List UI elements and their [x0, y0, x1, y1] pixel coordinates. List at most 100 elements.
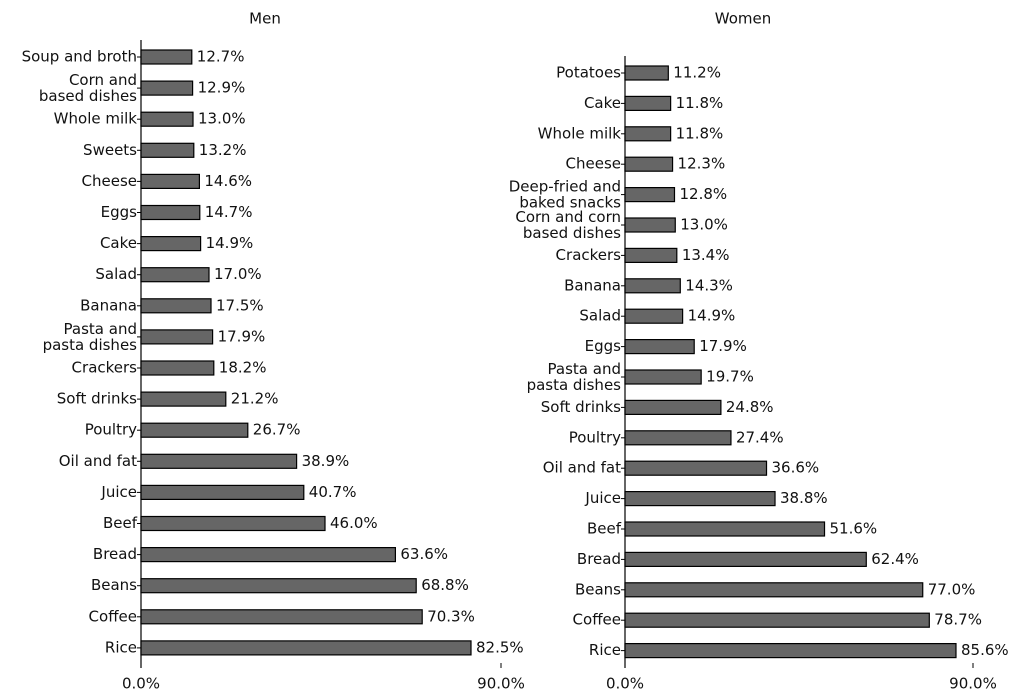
value-label: 11.8% [676, 124, 724, 142]
bar [140, 49, 193, 65]
value-label: 17.9% [218, 327, 266, 345]
bar [140, 453, 298, 469]
bar [624, 430, 732, 446]
value-label: 17.9% [699, 337, 747, 355]
bar [624, 521, 826, 537]
value-label: 70.3% [427, 607, 475, 625]
bar [624, 369, 702, 385]
bar [140, 391, 227, 407]
category-label: Eggs [101, 203, 138, 221]
category-label: Crackers [72, 359, 138, 377]
category-label: Poultry [85, 421, 137, 439]
value-label: 14.9% [206, 234, 254, 252]
value-label: 13.0% [680, 216, 728, 234]
category-label: Whole milk [54, 110, 138, 128]
bar [140, 173, 201, 189]
category-label: Juice [100, 483, 137, 501]
category-label: Potatoes [556, 64, 621, 82]
bar [624, 582, 924, 598]
category-label: Juice [584, 489, 621, 507]
x-tick-label: 0.0% [606, 675, 644, 693]
category-label: Corn and corn based dishes [515, 208, 621, 242]
category-label: Pasta and pasta dishes [43, 319, 138, 353]
category-label: Banana [564, 276, 621, 294]
value-label: 14.7% [205, 203, 253, 221]
bar [140, 111, 194, 127]
value-label: 51.6% [830, 520, 878, 538]
bar [140, 609, 423, 625]
bar [624, 399, 722, 415]
value-label: 14.9% [688, 307, 736, 325]
category-label: Beans [575, 580, 621, 598]
value-label: 13.0% [198, 110, 246, 128]
bar [140, 640, 472, 656]
value-label: 82.5% [476, 638, 524, 656]
value-label: 18.2% [219, 359, 267, 377]
bar [624, 308, 684, 324]
bar [624, 339, 695, 355]
value-label: 24.8% [726, 398, 774, 416]
value-label: 13.2% [199, 141, 247, 159]
bar [140, 546, 396, 563]
x-tick-label: 0.0% [122, 675, 160, 693]
value-label: 38.9% [302, 452, 350, 470]
category-label: Coffee [573, 611, 621, 629]
category-label: Beef [587, 520, 622, 538]
category-label: Crackers [556, 246, 622, 264]
value-label: 14.6% [204, 172, 252, 190]
category-label: Bread [577, 550, 621, 568]
x-tick-label: 90.0% [949, 675, 997, 693]
category-label: Soup and broth [22, 48, 137, 66]
value-label: 68.8% [421, 576, 469, 594]
value-label: 77.0% [928, 580, 976, 598]
chart-title: Women [715, 10, 771, 28]
category-label: Salad [95, 265, 137, 283]
category-label: Corn and based dishes [39, 71, 137, 105]
value-label: 27.4% [736, 428, 784, 446]
category-label: Cheese [566, 155, 621, 173]
category-label: Oil and fat [543, 459, 621, 477]
value-label: 19.7% [706, 368, 754, 386]
value-label: 38.8% [780, 489, 828, 507]
category-label: Coffee [89, 607, 137, 625]
bar [624, 126, 672, 142]
value-label: 62.4% [871, 550, 919, 568]
category-label: Soft drinks [541, 398, 621, 416]
value-label: 40.7% [309, 483, 357, 501]
category-label: Eggs [585, 337, 622, 355]
bar [140, 236, 202, 252]
category-label: Sweets [83, 141, 137, 159]
bar [140, 329, 214, 345]
value-label: 21.2% [231, 390, 279, 408]
category-label: Pasta and pasta dishes [527, 360, 622, 394]
bar [140, 515, 326, 532]
bar [140, 484, 305, 500]
value-label: 12.8% [679, 185, 727, 203]
bar [624, 642, 957, 659]
bar [140, 80, 194, 96]
bar [624, 278, 681, 294]
category-label: Banana [80, 296, 137, 314]
bar [140, 578, 417, 594]
category-label: Deep-fried and baked snacks [509, 177, 621, 211]
bar [624, 156, 674, 172]
category-label: Whole milk [538, 124, 622, 142]
category-label: Bread [93, 545, 137, 563]
value-label: 85.6% [961, 641, 1009, 659]
value-label: 78.7% [934, 611, 982, 629]
bar [140, 360, 215, 376]
value-label: 46.0% [330, 514, 378, 532]
value-label: 12.7% [197, 48, 245, 66]
bar [624, 551, 867, 568]
category-label: Cake [100, 234, 137, 252]
bar [624, 95, 672, 112]
value-label: 11.8% [676, 94, 724, 112]
value-label: 17.5% [216, 296, 264, 314]
bar [624, 612, 930, 628]
value-label: 12.9% [198, 79, 246, 97]
value-label: 13.4% [682, 246, 730, 264]
category-label: Beans [91, 576, 137, 594]
bar [140, 422, 249, 438]
bar [140, 298, 212, 314]
